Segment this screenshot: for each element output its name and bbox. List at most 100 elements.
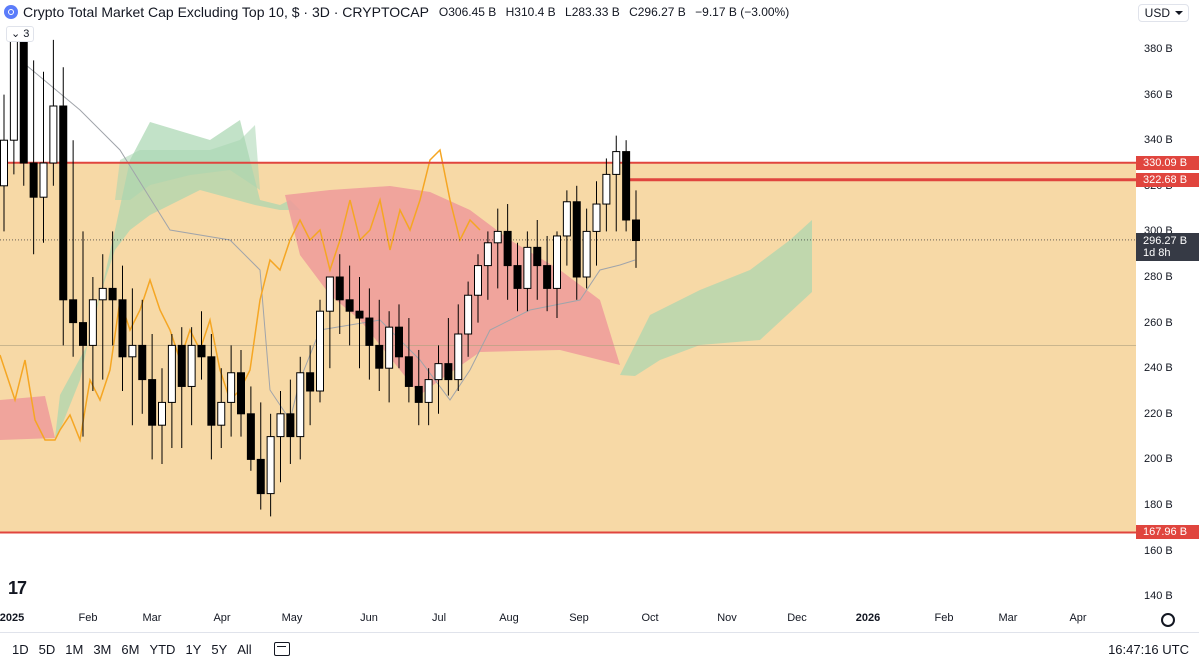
candle-body: [414, 385, 423, 403]
candle-body: [49, 105, 58, 164]
time-tick: Dec: [787, 612, 807, 624]
timeframe-3m[interactable]: 3M: [93, 641, 112, 657]
candle-body: [39, 162, 48, 198]
candle-body: [404, 356, 413, 387]
price-tick: 260 B: [1144, 316, 1173, 329]
candle-body: [562, 201, 571, 237]
candle-body: [187, 344, 196, 387]
ohlc-change: −9.17 B (−3.00%): [695, 5, 790, 19]
timeframe-1m[interactable]: 1M: [65, 641, 84, 657]
candle-body: [246, 413, 255, 460]
candle-body: [325, 276, 334, 312]
ichimoku-cloud-bearish: [0, 396, 55, 440]
calendar-icon[interactable]: [273, 642, 290, 656]
time-tick: Apr: [213, 612, 231, 624]
timeframe-5y[interactable]: 5Y: [211, 641, 228, 657]
timeframe-6m[interactable]: 6M: [121, 641, 140, 657]
candle-body: [88, 299, 97, 346]
indicator-toggle[interactable]: ⌄ 3: [6, 26, 35, 42]
candle-body: [316, 310, 324, 392]
time-tick: Feb: [78, 612, 98, 624]
candle-body: [98, 287, 107, 301]
timeframe-1d[interactable]: 1D: [12, 641, 29, 657]
candle-body: [592, 203, 601, 232]
ohlc-values: O306.45 B H310.4 B L283.33 B C296.27 B −…: [439, 5, 795, 19]
time-tick: Aug: [499, 612, 519, 624]
candle-body: [59, 105, 68, 301]
timeframe-all[interactable]: All: [237, 641, 252, 657]
price-tick: 160 B: [1144, 544, 1173, 557]
candle-body: [572, 201, 581, 278]
time-tick: 2025: [0, 612, 25, 624]
time-tick: Oct: [641, 612, 659, 624]
candle-body: [148, 379, 157, 426]
tradingview-logo-icon: 17: [8, 578, 27, 598]
candle-body: [217, 401, 226, 426]
chart-area[interactable]: Crypto Total Market Cap Excluding Top 10…: [0, 0, 1136, 604]
support-label: 167.96 B: [1136, 525, 1199, 540]
candle-body: [434, 363, 443, 381]
ohlc-close: C296.27 B: [629, 5, 686, 19]
candle-body: [632, 219, 640, 242]
candle-body: [266, 436, 275, 495]
ichimoku-cloud-bearish-mid: [285, 186, 620, 395]
chart-canvas[interactable]: [0, 0, 1136, 604]
candle-body: [464, 294, 473, 335]
candle-body: [19, 37, 28, 164]
time-tick: Jun: [360, 612, 378, 624]
candle-body: [582, 230, 591, 278]
price-tick: 340 B: [1144, 134, 1173, 147]
time-tick: Sep: [569, 612, 589, 624]
candle-body: [108, 287, 117, 301]
time-tick: Mar: [142, 612, 162, 624]
candles-group: [0, 26, 640, 517]
currency-selector[interactable]: USD: [1137, 4, 1189, 22]
resistance-low-label: 322.68 B: [1136, 172, 1199, 187]
symbol-title[interactable]: Crypto Total Market Cap Excluding Top 10…: [23, 4, 429, 20]
candle-body: [197, 344, 206, 358]
bar-countdown: 1d 8h: [1143, 246, 1171, 259]
candle-body: [424, 379, 433, 403]
price-tick: 380 B: [1144, 43, 1173, 55]
candle-body: [483, 242, 492, 267]
last-price-value: 296.27 B: [1143, 234, 1188, 247]
candle-body: [375, 344, 384, 369]
candle-body: [256, 458, 265, 495]
symbol-logo-icon: [4, 5, 18, 19]
gear-icon[interactable]: [1161, 613, 1175, 627]
last-price-label: 296.27 B 1d 8h: [1136, 232, 1199, 261]
candle-body: [365, 317, 374, 346]
chart-header: Crypto Total Market Cap Excluding Top 10…: [4, 3, 795, 21]
timeframe-ytd[interactable]: YTD: [149, 641, 176, 657]
candle-body: [167, 344, 176, 403]
candle-body: [296, 372, 305, 438]
candle-body: [543, 265, 552, 289]
candle-body: [335, 276, 344, 301]
candle-body: [513, 265, 522, 289]
price-tick: 280 B: [1144, 271, 1173, 283]
price-tick: 180 B: [1144, 499, 1173, 511]
time-tick: 2026: [855, 612, 881, 624]
price-tick: 240 B: [1144, 362, 1173, 375]
time-axis[interactable]: 2025 Feb Mar Apr May Jun Jul Aug Sep Oct Nov Dec 202…: [0, 604, 1199, 632]
candle-body: [622, 151, 631, 221]
timeframe-1y[interactable]: 1Y: [185, 641, 202, 657]
utc-clock[interactable]: 16:47:16 UTC: [1108, 641, 1189, 657]
candle-body: [503, 230, 512, 267]
candle-body: [29, 162, 38, 198]
candle-body: [306, 372, 315, 392]
candle-body: [227, 372, 236, 403]
candle-body: [207, 356, 216, 426]
time-tick: May: [281, 612, 303, 624]
candle-body: [493, 230, 502, 244]
timeframe-5d[interactable]: 5D: [38, 641, 56, 657]
candle-body: [523, 246, 532, 289]
candle-body: [444, 363, 453, 381]
candle-body: [69, 299, 78, 324]
resistance-high-label: 330.09 B: [1136, 155, 1199, 170]
candle-body: [0, 139, 8, 187]
ohlc-high: H310.4 B: [505, 5, 556, 19]
candle-body: [138, 344, 147, 381]
candle-body: [276, 413, 285, 438]
